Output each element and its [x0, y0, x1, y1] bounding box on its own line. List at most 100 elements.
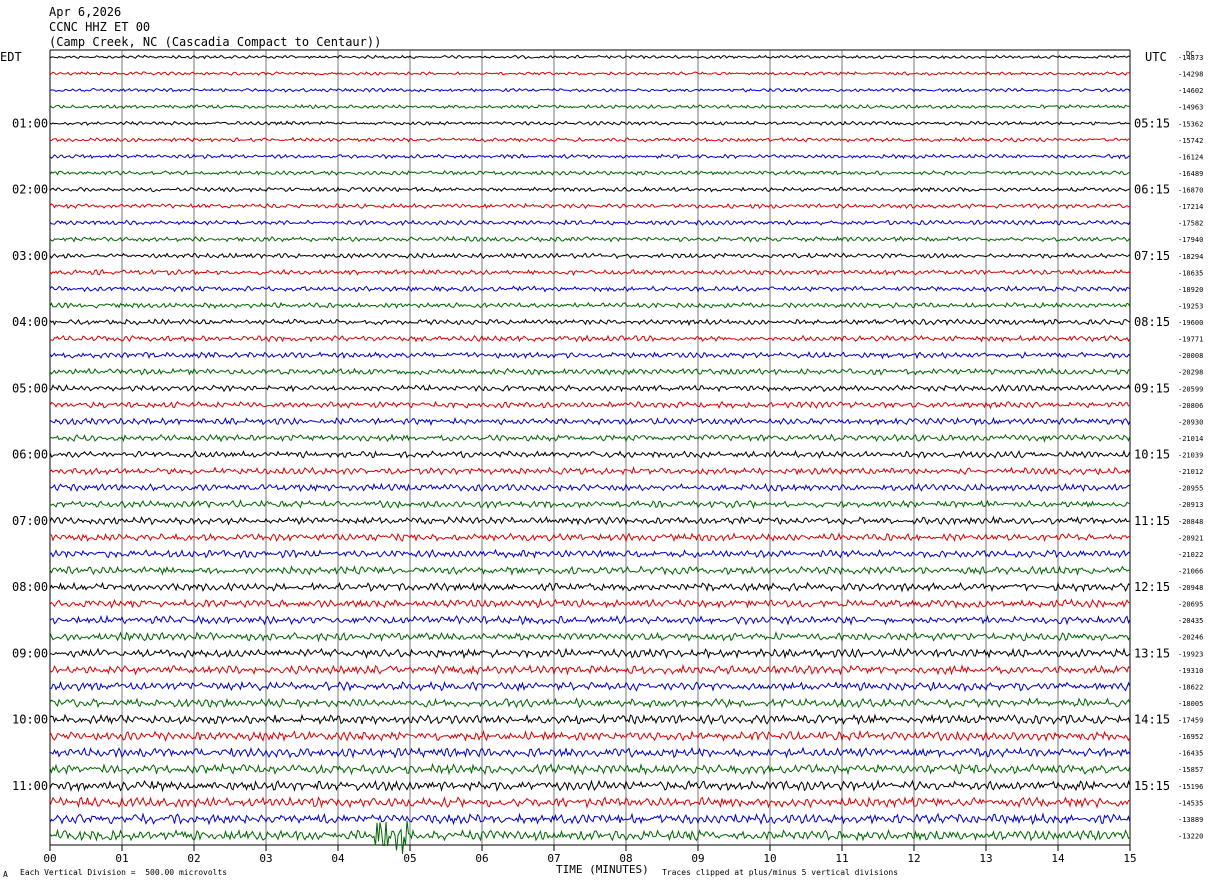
dc-offset-label: -20008 [1178, 352, 1203, 360]
seismic-trace [49, 285, 1131, 293]
station-code: CCNC HHZ ET 00 [49, 20, 151, 34]
dc-offset-label: -20921 [1178, 534, 1203, 542]
x-tick-label: 08 [619, 852, 632, 865]
seismic-trace [49, 531, 1131, 543]
dc-offset-label: -17582 [1178, 220, 1203, 228]
dc-offset-label: -14602 [1178, 87, 1203, 95]
seismic-trace [49, 729, 1131, 743]
dc-offset-label: -15196 [1178, 783, 1203, 791]
right-hour-label: 14:15 [1134, 713, 1170, 727]
dc-offset-label: -15857 [1178, 766, 1203, 774]
seismic-trace [49, 235, 1131, 243]
seismic-trace [49, 416, 1131, 427]
left-hour-label: 08:00 [12, 580, 48, 594]
seismic-trace [49, 400, 1131, 410]
left-hour-label: 05:00 [12, 381, 48, 395]
right-hour-label: 06:15 [1134, 183, 1170, 197]
right-hour-label: 08:15 [1134, 315, 1170, 329]
seismic-trace [49, 54, 1131, 60]
dc-offset-label: -20930 [1178, 418, 1203, 426]
dc-offset-label: -15742 [1178, 137, 1203, 145]
right-hour-label: 09:15 [1134, 381, 1170, 395]
x-tick-label: 00 [43, 852, 56, 865]
dc-offset-label: -20435 [1178, 617, 1203, 625]
x-tick-label: 15 [1123, 852, 1136, 865]
right-hour-label: 07:15 [1134, 249, 1170, 263]
dc-offset-label: -21066 [1178, 567, 1203, 575]
dc-offset-label: -20806 [1178, 402, 1203, 410]
seismic-trace [49, 680, 1131, 693]
corner-mark: A [3, 870, 8, 879]
seismic-trace [49, 630, 1131, 643]
dc-offset-label: -13220 [1178, 832, 1203, 840]
x-tick-label: 13 [979, 852, 992, 865]
seismic-trace [49, 252, 1131, 260]
dc-offset-label: -20948 [1178, 584, 1203, 592]
x-tick-label: 02 [187, 852, 200, 865]
dc-offset-label: -17214 [1178, 203, 1203, 211]
x-tick-label: 01 [115, 852, 128, 865]
seismic-trace [49, 779, 1131, 793]
dc-offset-label: -18920 [1178, 286, 1203, 294]
dc-offset-label: -20599 [1178, 385, 1203, 393]
x-tick-label: 03 [259, 852, 272, 865]
x-tick-label: 11 [835, 852, 848, 865]
dc-offset-label: -20246 [1178, 634, 1203, 642]
x-tick-label: 06 [475, 852, 488, 865]
dc-offset-label: -18622 [1178, 683, 1203, 691]
dc-offset-label: -18294 [1178, 253, 1203, 261]
dc-offset-label: -20955 [1178, 485, 1203, 493]
dc-offset-label: -17940 [1178, 236, 1203, 244]
x-axis-title: TIME (MINUTES) [556, 863, 649, 876]
dc-offset-label: -19253 [1178, 302, 1203, 310]
seismic-trace [49, 334, 1131, 343]
dc-offset-label: -18635 [1178, 269, 1203, 277]
seismic-trace [49, 548, 1131, 559]
seismic-trace [49, 186, 1131, 193]
seismic-trace [49, 647, 1131, 660]
grid-layer [49, 49, 1131, 851]
scale-note: Each Vertical Division = 500.00 microvol… [20, 868, 228, 877]
left-hour-label: 11:00 [12, 779, 48, 793]
dc-offset-label: -16952 [1178, 733, 1203, 741]
dc-offset-label: -14535 [1178, 799, 1203, 807]
dc-offset-label: -14873 [1178, 54, 1203, 62]
x-tick-label: 12 [907, 852, 920, 865]
dc-offset-label: -20913 [1178, 501, 1203, 509]
seismic-trace [49, 663, 1131, 676]
x-tick-label: 10 [763, 852, 776, 865]
seismic-trace [49, 466, 1131, 476]
seismic-trace [49, 597, 1131, 609]
seismic-trace [49, 746, 1131, 759]
label-layer: 00 01 02 03 04 05 06 07 08 09 10 11 12 13 14 15 -14873 -1… [12, 54, 1203, 865]
x-tick-label: 14 [1051, 852, 1065, 865]
trace-layer [49, 54, 1131, 854]
left-timezone-label: EDT [0, 50, 22, 64]
dc-offset-label: -14298 [1178, 71, 1203, 79]
dc-offset-label: -19771 [1178, 336, 1203, 344]
seismic-trace [49, 762, 1131, 776]
right-timezone-label: UTC [1145, 50, 1167, 64]
dc-offset-label: -13889 [1178, 816, 1203, 824]
left-hour-label: 10:00 [12, 713, 48, 727]
x-tick-label: 09 [691, 852, 704, 865]
dc-offset-label: -21012 [1178, 468, 1203, 476]
seismic-trace [49, 120, 1131, 126]
seismic-trace [49, 482, 1131, 493]
dc-offset-label: -16435 [1178, 750, 1203, 758]
dc-offset-label: -21022 [1178, 551, 1203, 559]
right-hour-label: 12:15 [1134, 580, 1170, 594]
x-tick-label: 04 [331, 852, 345, 865]
seismic-trace [49, 515, 1131, 526]
plot-date: Apr 6,2026 [49, 5, 122, 19]
left-hour-label: 03:00 [12, 249, 48, 263]
seismic-trace [49, 367, 1131, 376]
left-hour-label: 09:00 [12, 646, 48, 660]
dc-offset-label: -16489 [1178, 170, 1203, 178]
clip-note: Traces clipped at plus/minus 5 vertical … [662, 868, 899, 877]
seismic-trace [49, 219, 1131, 226]
seismic-trace [49, 812, 1131, 826]
seismic-trace [49, 71, 1131, 76]
dc-offset-label: -14963 [1178, 104, 1203, 112]
